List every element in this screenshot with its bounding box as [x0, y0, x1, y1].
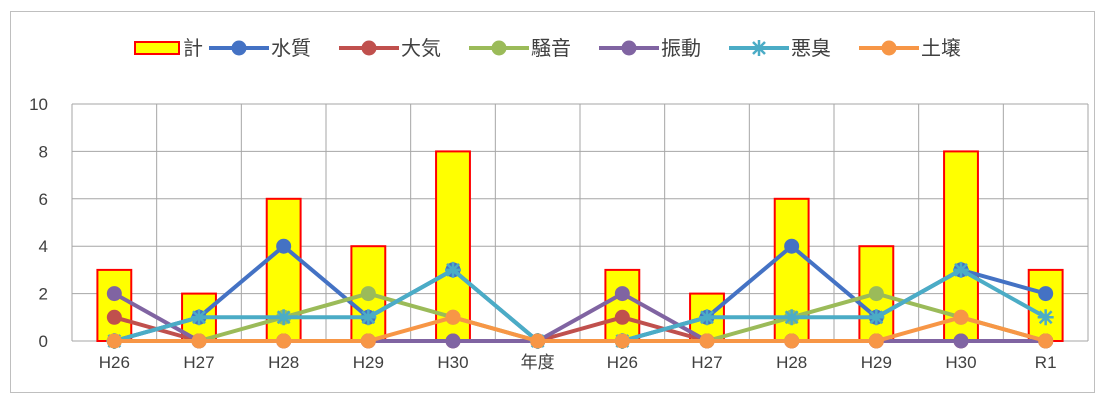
x-tick-label: H29	[861, 353, 892, 372]
point-悪臭	[1037, 309, 1054, 326]
point-振動	[614, 286, 630, 302]
y-tick-label: 0	[39, 332, 48, 351]
legend-marker-騒音	[491, 40, 507, 56]
point-土壌	[868, 333, 884, 349]
y-tick-label: 10	[29, 95, 48, 114]
point-土壌	[106, 333, 122, 349]
y-tick-label: 4	[39, 237, 48, 256]
point-土壌	[360, 333, 376, 349]
legend-label-悪臭: 悪臭	[791, 36, 831, 60]
point-土壌	[530, 333, 546, 349]
point-悪臭	[699, 309, 715, 326]
point-土壌	[191, 333, 207, 349]
x-tick-label: H30	[945, 353, 976, 372]
bar-計	[1027, 268, 1064, 342]
point-土壌	[1038, 333, 1054, 349]
point-騒音	[868, 286, 884, 302]
point-土壌	[953, 309, 969, 325]
legend-marker-大気	[361, 40, 377, 56]
point-悪臭	[783, 309, 800, 326]
x-tick-label: H28	[776, 353, 807, 372]
point-振動	[445, 333, 461, 349]
point-土壌	[784, 333, 800, 349]
point-土壌	[276, 333, 292, 349]
point-水質	[784, 238, 800, 254]
point-騒音	[360, 286, 376, 302]
x-tick-label: 年度	[521, 353, 555, 372]
point-悪臭	[445, 261, 461, 278]
x-tick-label: H27	[183, 353, 214, 372]
point-悪臭	[191, 309, 207, 326]
legend-marker-水質	[231, 40, 247, 56]
point-大気	[106, 309, 122, 325]
point-振動	[953, 333, 969, 349]
legend-label-水質: 水質	[271, 36, 311, 60]
point-水質	[276, 238, 292, 254]
point-悪臭	[275, 309, 292, 326]
legend-marker-土壌	[881, 40, 897, 56]
point-悪臭	[953, 261, 969, 278]
x-tick-label: H28	[268, 353, 299, 372]
bar-計	[435, 150, 471, 342]
point-悪臭	[360, 309, 377, 326]
x-tick-label: H26	[607, 353, 638, 372]
x-tick-label: H27	[691, 353, 722, 372]
bar-計	[943, 150, 979, 342]
x-tick-label: R1	[1035, 353, 1057, 372]
x-tick-label: H26	[99, 353, 130, 372]
legend-label-振動: 振動	[661, 36, 701, 60]
point-悪臭	[868, 309, 885, 326]
point-土壌	[614, 333, 630, 349]
y-tick-label: 6	[39, 190, 48, 209]
x-tick-label: H30	[437, 353, 468, 372]
point-振動	[106, 286, 122, 302]
point-土壌	[699, 333, 715, 349]
bar-計	[96, 268, 133, 342]
legend-marker-悪臭	[751, 40, 767, 56]
y-tick-label: 2	[39, 285, 48, 304]
point-大気	[614, 309, 630, 325]
legend-label-大気: 大気	[401, 36, 441, 60]
legend-label-騒音: 騒音	[531, 36, 571, 60]
x-tick-label: H29	[353, 353, 384, 372]
legend-marker-振動	[621, 40, 637, 56]
legend-label-計: 計	[183, 36, 203, 60]
point-土壌	[445, 309, 461, 325]
series-line-土壌	[112, 315, 1048, 343]
bar-計	[604, 268, 641, 342]
point-水質	[1038, 286, 1054, 302]
y-tick-label: 8	[39, 142, 48, 161]
legend-swatch-計	[134, 41, 180, 55]
legend-label-土壌: 土壌	[921, 36, 961, 60]
